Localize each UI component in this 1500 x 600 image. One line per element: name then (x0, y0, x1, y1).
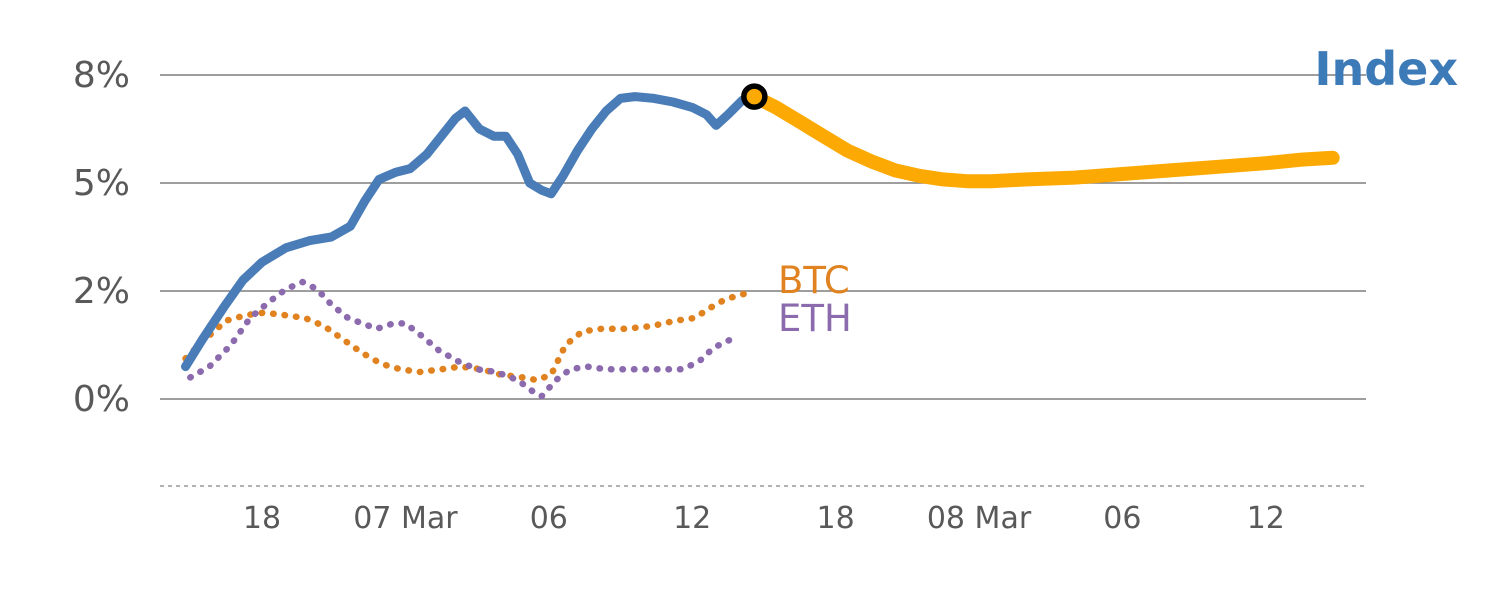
series-label-btc: BTC (778, 259, 850, 302)
x-tick-label: 12 (1247, 501, 1285, 536)
y-tick-label: 8% (73, 55, 130, 96)
btc-line (182, 290, 749, 384)
y-tick-label: 5% (73, 163, 130, 204)
index-line (181, 92, 759, 372)
y-tick-label: 2% (73, 271, 130, 312)
x-tick-label: 12 (673, 501, 711, 536)
series-label-eth: ETH (778, 297, 852, 340)
forecast-start-marker (741, 83, 768, 110)
eth-line (187, 278, 734, 400)
x-tick-label: 18 (243, 501, 281, 536)
index-forecast-line (747, 89, 1340, 189)
x-tick-label: 08 Mar (927, 501, 1032, 536)
x-tick-label: 06 (530, 501, 568, 536)
y-tick-label: 0% (73, 379, 130, 420)
series-label-index: Index (1314, 42, 1458, 96)
x-tick-label: 07 Mar (353, 501, 458, 536)
x-tick-label: 18 (817, 501, 855, 536)
x-tick-label: 06 (1103, 501, 1141, 536)
